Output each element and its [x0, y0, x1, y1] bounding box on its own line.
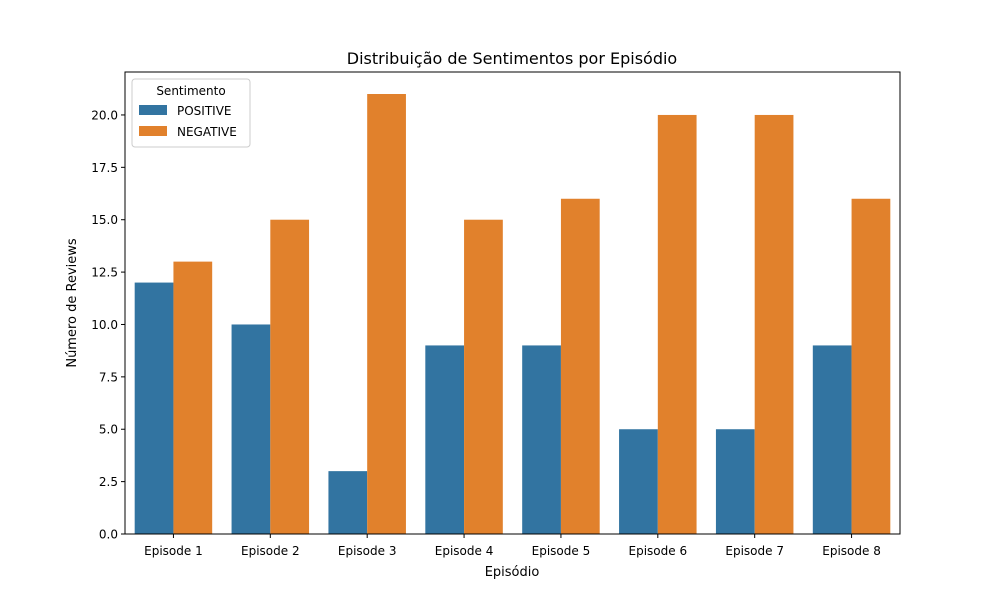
y-axis: 0.0 2.5 5.0 7.5 10.0 12.5 15.0 17.5 20.0	[91, 108, 125, 542]
bar-negative-3	[367, 94, 406, 534]
y-tick-label: 15.0	[91, 213, 118, 227]
bar-positive-8	[812, 345, 852, 534]
bar-positive-1	[134, 282, 174, 534]
plot-frame	[124, 71, 901, 535]
x-axis-label: Episódio	[485, 565, 540, 580]
chart-title: Distribuição de Sentimentos por Episódio	[347, 49, 677, 68]
x-tick-label: Episode 1	[144, 544, 203, 558]
x-tick-label: Episode 3	[338, 544, 397, 558]
x-axis: Episode 1 Episode 2 Episode 3 Episode 4 Epis…	[144, 534, 881, 558]
bar-negative-5	[560, 198, 600, 534]
bar-negative-2	[270, 219, 310, 534]
bar-positive-6	[619, 429, 658, 534]
bar-negative-4	[464, 219, 503, 534]
bar-negative-8	[851, 198, 891, 534]
legend: Sentimento POSITIVE NEGATIVE	[131, 78, 251, 148]
x-tick-label: Episode 4	[435, 544, 494, 558]
bar-negative-7	[754, 114, 794, 534]
bar-positive-4	[425, 345, 465, 534]
y-tick-label: 7.5	[99, 370, 118, 384]
y-axis-label: Número de Reviews	[65, 238, 80, 368]
bar-positive-7	[715, 429, 755, 534]
legend-swatch-negative	[139, 126, 167, 136]
plot-area	[124, 71, 901, 535]
y-tick-label: 12.5	[91, 266, 118, 280]
x-tick-label: Episode 7	[725, 544, 784, 558]
x-tick-label: Episode 5	[532, 544, 591, 558]
x-tick-label: Episode 6	[629, 544, 688, 558]
legend-title: Sentimento	[156, 84, 225, 98]
legend-swatch-positive	[139, 105, 167, 115]
y-tick-label: 20.0	[91, 108, 118, 122]
bar-positive-5	[522, 345, 561, 534]
bar-positive-3	[328, 471, 368, 534]
y-tick-label: 5.0	[99, 423, 118, 437]
x-tick-label: Episode 8	[822, 544, 881, 558]
legend-label-negative: NEGATIVE	[177, 125, 237, 139]
y-tick-label: 10.0	[91, 318, 118, 332]
bar-negative-6	[657, 114, 697, 534]
bar-positive-2	[231, 324, 271, 534]
y-tick-label: 0.0	[99, 528, 118, 542]
x-tick-label: Episode 2	[241, 544, 300, 558]
bar-negative-1	[173, 261, 213, 534]
y-tick-label: 17.5	[91, 161, 118, 175]
legend-label-positive: POSITIVE	[177, 104, 232, 118]
y-tick-label: 2.5	[99, 475, 118, 489]
